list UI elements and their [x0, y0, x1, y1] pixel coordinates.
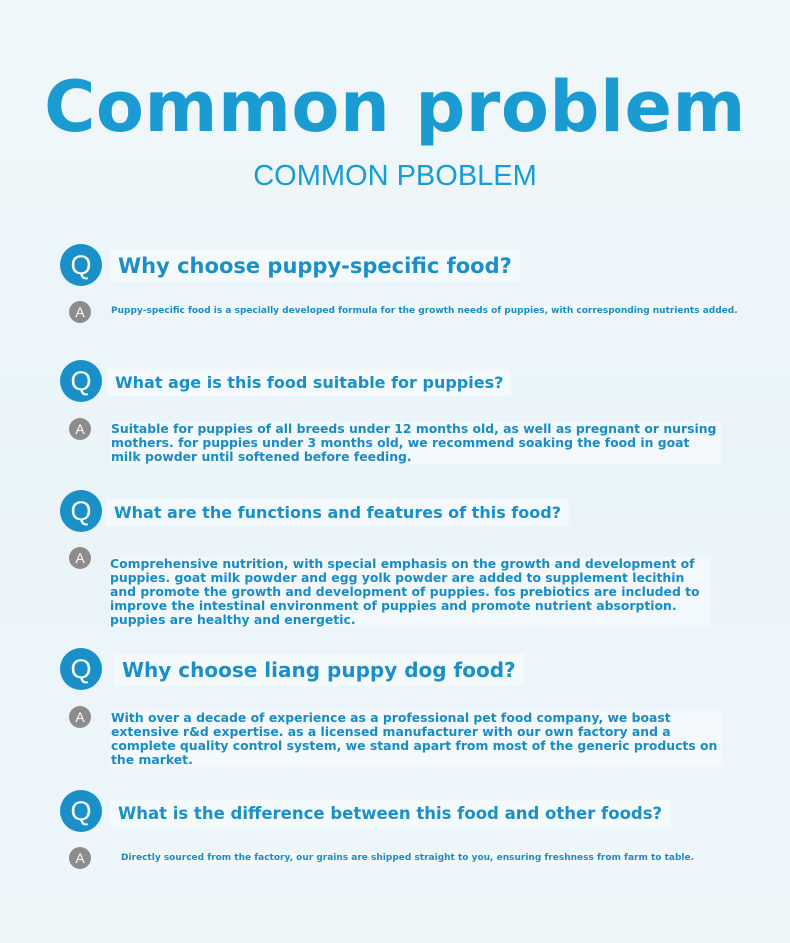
answer-icon: A	[69, 706, 91, 728]
faq-question: Why choose puppy-specific food?	[110, 250, 520, 282]
answer-icon: A	[69, 847, 91, 869]
faq-answer: With over a decade of experience as a pr…	[111, 711, 721, 767]
question-icon: Q	[60, 648, 102, 690]
faq-answer: Comprehensive nutrition, with special em…	[110, 557, 710, 627]
question-icon: Q	[60, 244, 102, 286]
faq-question: What age is this food suitable for puppi…	[107, 369, 512, 396]
question-icon: Q	[60, 490, 102, 532]
question-icon: Q	[60, 790, 102, 832]
question-icon: Q	[60, 360, 102, 402]
faq-answer: Directly sourced from the factory, our g…	[121, 853, 695, 863]
answer-icon: A	[69, 418, 91, 440]
faq-answer: Suitable for puppies of all breeds under…	[111, 422, 721, 464]
faq-question: What is the difference between this food…	[110, 800, 671, 827]
answer-icon: A	[69, 547, 91, 569]
page-title: Common problem	[44, 66, 746, 148]
answer-icon: A	[69, 301, 91, 323]
page-subtitle: COMMON PBOBLEM	[253, 160, 537, 192]
faq-question: What are the functions and features of t…	[106, 499, 569, 526]
faq-question: Why choose liang puppy dog food?	[114, 654, 524, 686]
faq-answer: Puppy-specific food is a specially devel…	[111, 306, 738, 316]
